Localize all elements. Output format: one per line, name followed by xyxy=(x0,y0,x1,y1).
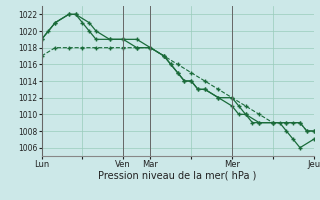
X-axis label: Pression niveau de la mer( hPa ): Pression niveau de la mer( hPa ) xyxy=(99,171,257,181)
